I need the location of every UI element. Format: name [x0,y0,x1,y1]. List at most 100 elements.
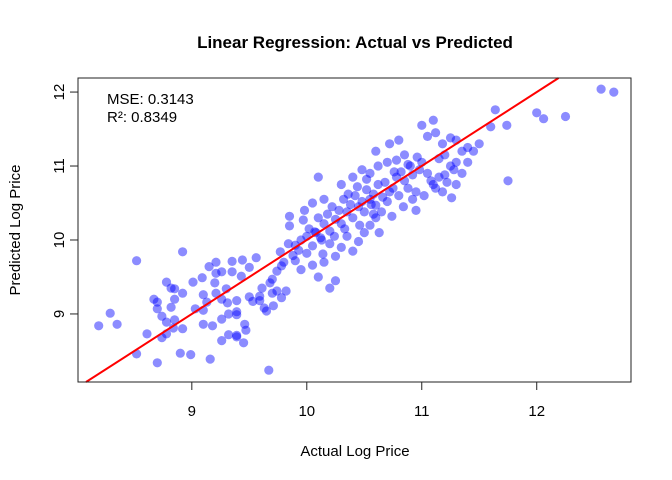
data-point [609,87,619,97]
y-tick-label: 10 [51,232,68,249]
data-point [445,133,456,143]
data-point [353,236,364,247]
data-point [334,205,344,215]
data-point [186,350,196,360]
data-point [539,114,549,124]
data-point [175,348,185,358]
data-point [474,139,484,149]
data-point [336,179,346,190]
data-point [299,205,310,215]
data-point [178,288,188,298]
data-point [272,286,282,296]
data-point [382,157,392,167]
data-point [322,209,333,219]
data-point [405,161,415,171]
data-point [352,182,362,192]
data-point [365,168,375,178]
data-point [170,284,180,294]
data-point [382,196,392,207]
data-point [431,128,441,138]
data-point [403,159,413,170]
data-point [449,165,459,175]
data-point [202,297,212,307]
data-point [468,146,479,156]
data-point [451,157,461,167]
x-tick-label: 11 [414,403,430,420]
data-point [374,228,384,238]
data-point [463,157,473,167]
data-point [431,183,441,193]
data-point [385,187,395,197]
data-point [391,155,402,165]
data-point [325,239,335,249]
data-point [188,277,198,287]
x-tick-label: 9 [188,403,196,420]
data-point [318,249,328,259]
data-point [408,194,418,204]
data-point [371,213,381,223]
data-point [385,139,395,149]
regression-line [85,77,560,383]
data-point [178,324,188,334]
data-point [345,199,356,210]
data-point [272,266,282,276]
data-point [330,214,341,224]
data-point [428,179,438,190]
data-point [340,224,350,234]
data-point [239,338,249,348]
data-point [422,168,433,178]
data-point [394,135,404,145]
data-point [391,172,402,182]
data-point [161,277,172,287]
data-point [290,240,300,250]
x-tick-label: 10 [298,403,315,420]
data-point [313,272,323,282]
data-point [359,207,369,217]
data-point [376,207,387,217]
data-point [378,192,388,202]
data-point [268,301,278,311]
data-point [316,233,326,243]
data-point [302,248,312,258]
data-point [343,189,353,199]
data-point [210,278,220,288]
x-axis-label: Actual Log Price [300,443,409,460]
data-point [152,358,162,368]
data-point [224,309,234,319]
data-point [389,167,399,177]
data-point [288,250,298,261]
data-point [157,311,167,321]
data-point [224,330,234,340]
data-point [348,172,358,182]
data-point [166,283,176,293]
data-point [403,183,413,193]
data-point [264,365,274,375]
data-point [227,256,237,266]
data-point [447,193,457,203]
data-point [248,296,258,306]
data-point [197,273,207,283]
data-point [149,294,159,304]
data-point [366,199,376,210]
data-point [298,215,308,225]
data-point [419,191,429,201]
data-point [276,293,287,303]
data-point [178,247,188,257]
data-point [387,211,397,221]
data-point [152,304,162,314]
data-point [442,177,452,187]
data-point [198,290,208,300]
data-point [275,247,285,257]
data-point [284,211,295,221]
data-point [325,226,335,236]
data-point [317,235,327,245]
data-point [217,336,227,346]
data-point [411,205,421,215]
data-point [490,105,500,115]
data-point [232,332,242,342]
data-point [399,150,410,160]
data-point [294,245,304,255]
data-point [255,291,265,301]
data-point [319,194,329,204]
data-point [411,187,421,197]
